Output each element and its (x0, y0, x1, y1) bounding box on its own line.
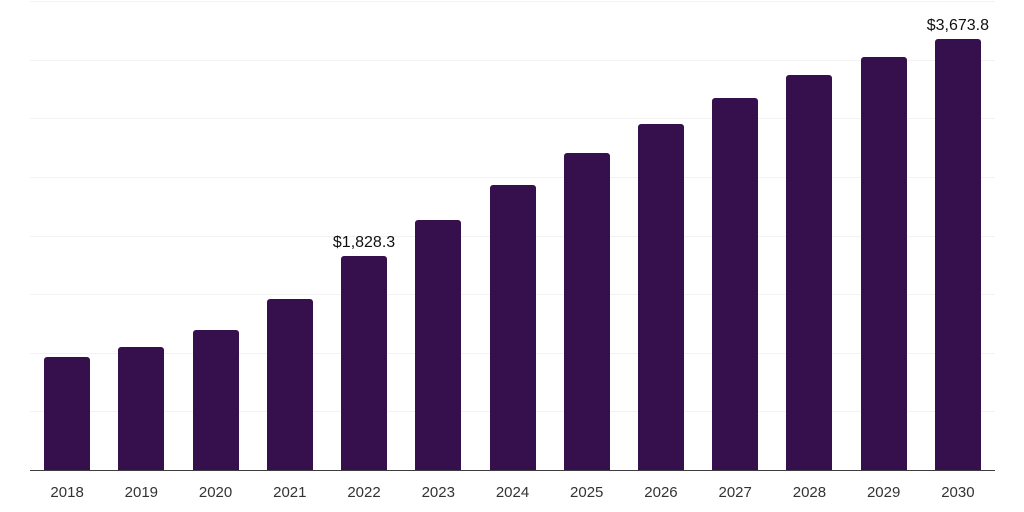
data-label-2022: $1,828.3 (332, 233, 396, 251)
x-tick-2027: 2027 (718, 484, 752, 501)
data-label-2030: $3,673.8 (926, 17, 990, 35)
gridline-3500 (30, 59, 995, 61)
bar-2026 (637, 123, 684, 470)
x-tick-2028: 2028 (792, 484, 827, 501)
gridline-3000 (30, 118, 995, 120)
gridline-4000 (30, 1, 995, 2)
x-tick-2020: 2020 (198, 484, 233, 501)
bar-2021 (266, 299, 313, 470)
x-tick-2030: 2030 (941, 484, 975, 501)
x-tick-2018: 2018 (50, 484, 84, 501)
x-tick-2019: 2019 (124, 484, 159, 501)
bar-2018 (44, 357, 91, 470)
gridline-2500 (30, 176, 995, 178)
bar-2027 (712, 98, 759, 470)
x-tick-2029: 2029 (866, 484, 901, 501)
x-axis-labels: 2018 2019 2020 2021 2022 2023 2024 2025 2026 2027… (30, 482, 995, 504)
bar-2028 (786, 75, 833, 470)
plot-area: $1,828.3 $3,673.8 (30, 0, 995, 471)
bar-2030 (934, 39, 981, 470)
x-tick-2024: 2024 (495, 484, 530, 501)
bar-2022 (341, 255, 388, 470)
bar-2023 (415, 220, 462, 470)
bar-2025 (563, 152, 610, 470)
x-tick-2023: 2023 (421, 484, 455, 501)
bar-2019 (118, 347, 165, 470)
x-tick-2025: 2025 (570, 484, 604, 501)
bar-2029 (860, 57, 907, 470)
bar-2024 (489, 185, 536, 470)
x-tick-2026: 2026 (644, 484, 678, 501)
x-tick-2022: 2022 (347, 484, 381, 501)
bar-2020 (192, 330, 239, 470)
x-tick-2021: 2021 (273, 484, 307, 501)
